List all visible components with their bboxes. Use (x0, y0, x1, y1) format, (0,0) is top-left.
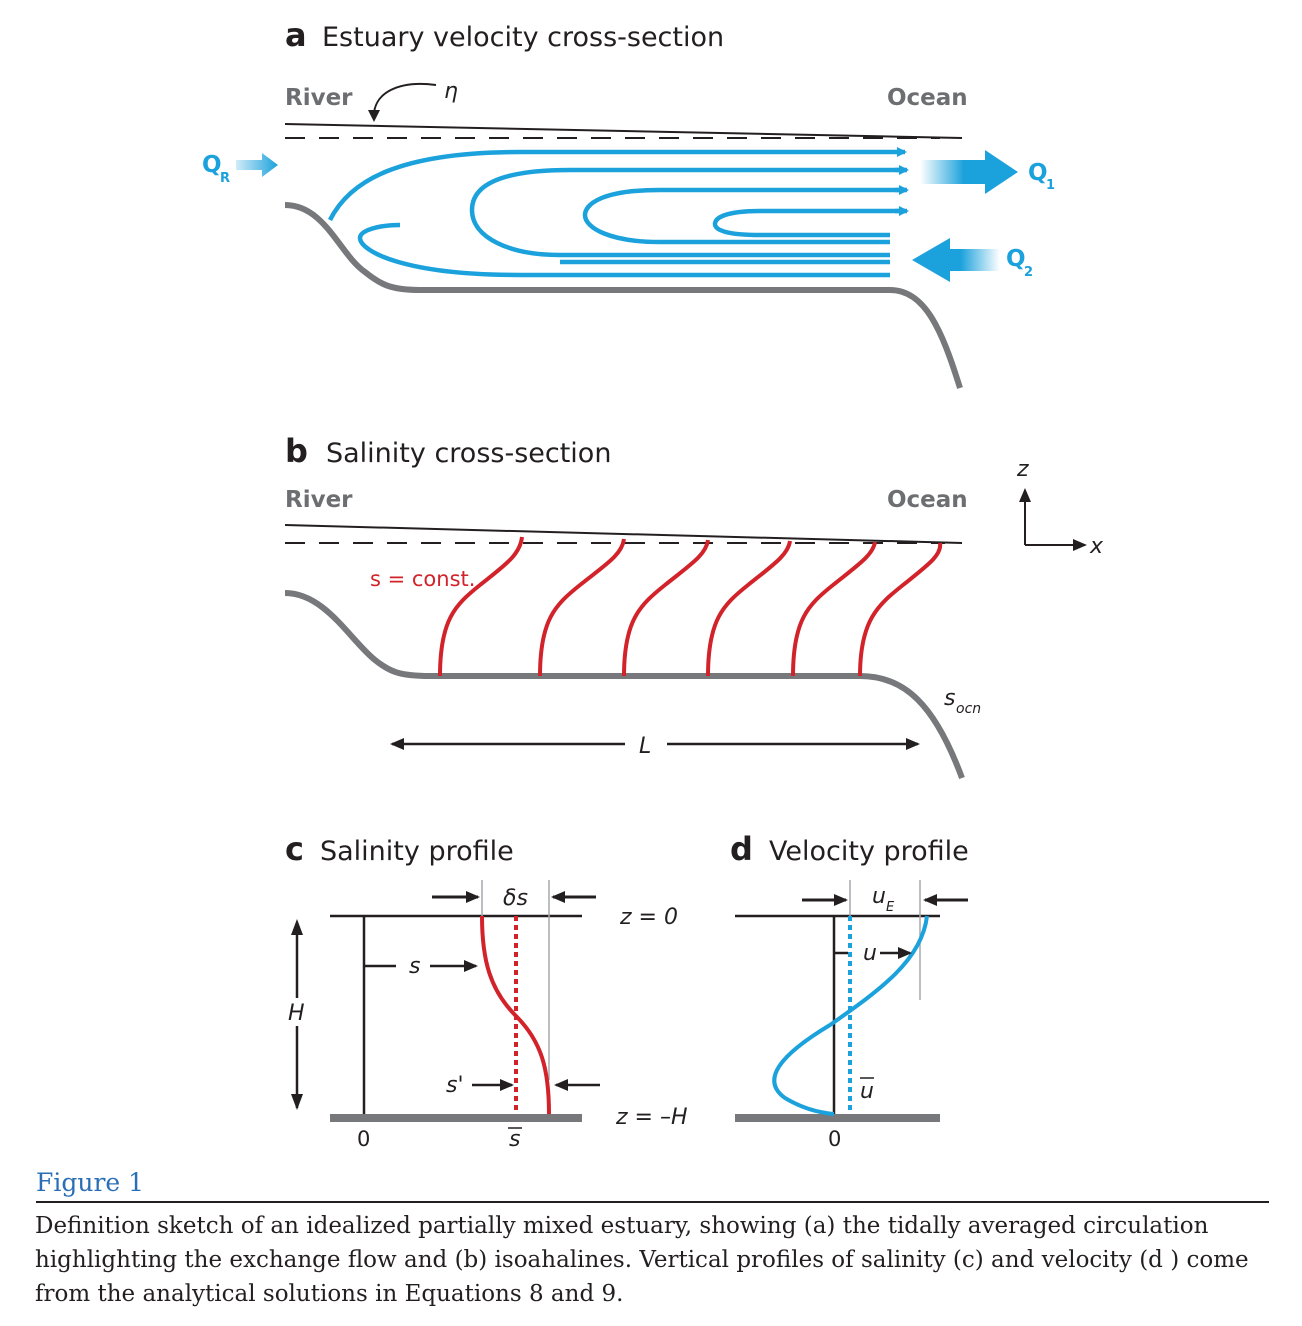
ue-subscript: E (886, 900, 895, 915)
free-surface-b (284, 524, 963, 544)
estuary-figure: a Estuary velocity cross-section River O… (202, 16, 1104, 1152)
zero-label-c: 0 (357, 1127, 370, 1151)
eta-pointer (372, 83, 437, 120)
delta-s-label: δs (503, 886, 528, 911)
s-ocn-label: s (944, 686, 955, 711)
q2-subscript: 2 (1024, 265, 1033, 280)
q1-label: Q (1028, 160, 1048, 186)
s-ocn-subscript: ocn (956, 701, 981, 717)
inflow-arrow-q2 (912, 238, 1000, 282)
streamline-3 (582, 187, 905, 245)
panel-b: b Salinity cross-section River Ocean s =… (284, 432, 1104, 780)
bathymetry-a (284, 202, 963, 389)
panel-d: d Velocity profile u E u u 0 (730, 830, 969, 1151)
length-label: L (639, 734, 651, 759)
streamline-outer-return (357, 222, 890, 278)
panel-a-ocean-label: Ocean (887, 85, 968, 111)
streamline-outer (327, 147, 907, 222)
qr-subscript: R (220, 171, 230, 186)
s-label: s (409, 954, 420, 979)
isohaline-1 (438, 536, 524, 677)
axes-key: z x (1016, 457, 1104, 559)
isohaline-6 (858, 542, 943, 677)
panel-b-ocean-label: Ocean (887, 487, 968, 513)
s-prime-label: s' (446, 1073, 464, 1098)
outflow-arrow-q1 (920, 150, 1018, 194)
u-label: u (863, 941, 877, 966)
panel-b-letter: b (285, 432, 308, 470)
panel-a-title: Estuary velocity cross-section (322, 22, 724, 53)
panel-b-river-label: River (285, 487, 353, 513)
isohaline-2 (538, 538, 626, 677)
eta-pointer-head (368, 110, 380, 122)
isohaline-4 (706, 540, 792, 677)
u-bar-label: u (860, 1079, 874, 1104)
x-axis-label: x (1089, 534, 1104, 559)
streamline-inner (712, 208, 905, 238)
ue-label: u (872, 884, 886, 909)
panel-c: c Salinity profile δs s s' H 0 s z = 0 z… (285, 830, 688, 1152)
velocity-profile-curve (772, 915, 929, 1116)
free-surface-a (284, 123, 963, 139)
z-minus-h-label: z = –H (615, 1105, 688, 1130)
depth-label: H (288, 1001, 305, 1026)
panel-c-letter: c (285, 830, 304, 868)
q2-label: Q (1006, 246, 1026, 272)
panel-a: a Estuary velocity cross-section River O… (202, 16, 1055, 389)
qr-label: Q (202, 152, 222, 178)
eta-label: η (444, 79, 458, 104)
panel-c-title: Salinity profile (320, 836, 514, 867)
streamline-2 (469, 167, 905, 258)
q1-subscript: 1 (1046, 178, 1055, 193)
bathymetry-b (284, 590, 965, 780)
river-inflow-arrow (236, 153, 278, 177)
isohaline-3 (622, 539, 710, 677)
panel-b-title: Salinity cross-section (326, 438, 611, 469)
z-axis-label: z (1016, 457, 1029, 482)
figure-caption-block: Figure 1 Definition sketch of an idealiz… (35, 1168, 1269, 1311)
zero-label-d: 0 (828, 1127, 841, 1151)
isohaline-5 (791, 541, 877, 677)
panel-d-letter: d (730, 830, 753, 868)
panel-d-title: Velocity profile (769, 836, 969, 867)
s-const-label: s = const. (370, 567, 475, 591)
figure-caption: Definition sketch of an idealized partia… (35, 1213, 1249, 1307)
isohalines (438, 536, 943, 677)
salinity-profile-curve (480, 915, 551, 1115)
panel-a-river-label: River (285, 85, 353, 111)
figure-label: Figure 1 (36, 1168, 1269, 1203)
s-bar-label: s (509, 1127, 520, 1152)
panel-a-letter: a (285, 16, 307, 54)
z-zero-label: z = 0 (619, 905, 678, 930)
